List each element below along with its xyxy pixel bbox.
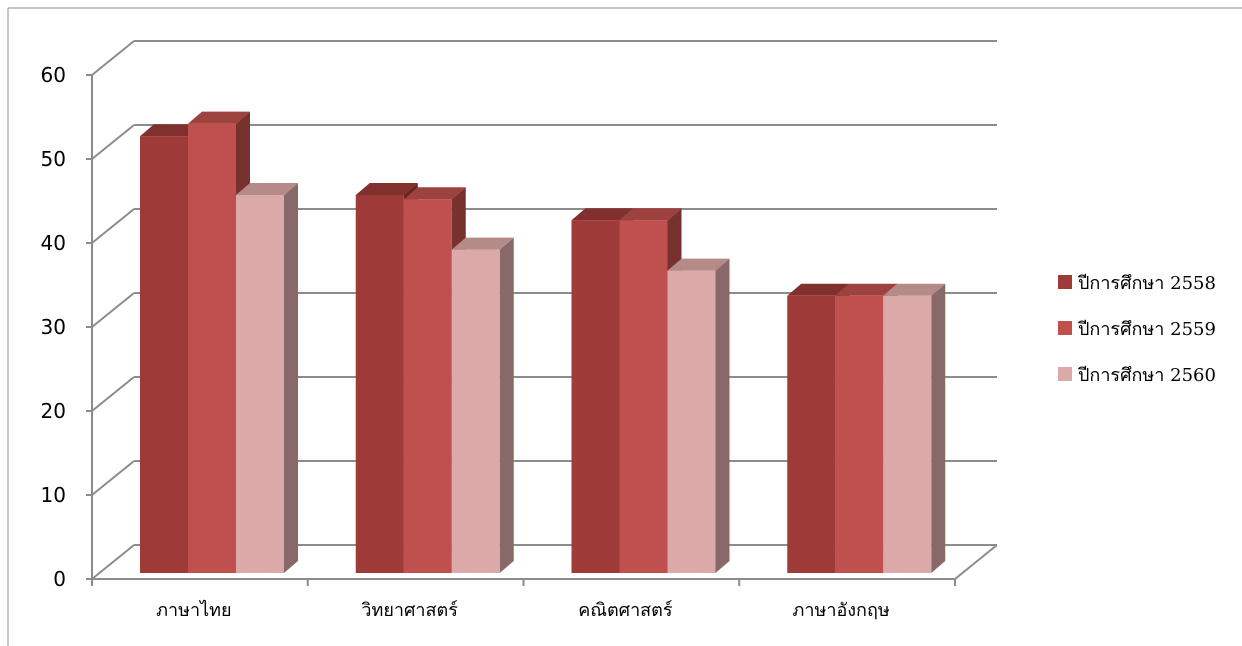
legend-swatch [1058, 321, 1072, 335]
legend-item: ปีการศึกษา 2559 [1058, 319, 1216, 340]
gridline-depth [91, 40, 135, 76]
bar-front [188, 123, 236, 573]
bar-side [284, 183, 298, 573]
bar-top [451, 237, 514, 250]
bar-top [355, 183, 418, 195]
gridline-depth [91, 124, 135, 160]
x-tick-label: วิทยาศาสตร์ [361, 600, 458, 621]
bar-4-series-3 [883, 283, 946, 573]
x-tick-label: คณิตศาสตร์ [578, 600, 673, 621]
bar-front [667, 270, 716, 573]
bar-top [883, 283, 946, 296]
y-tick-label: 10 [41, 483, 66, 507]
bar-top [787, 283, 850, 296]
bar-top [140, 124, 202, 137]
bar-front [140, 136, 188, 573]
bar-top [835, 283, 898, 296]
gridline-depth [91, 544, 135, 580]
gridline-depth [91, 376, 135, 412]
legend-label: ปีการศึกษา 2559 [1078, 319, 1216, 340]
bar-side [715, 258, 730, 573]
y-tick-label: 0 [53, 567, 66, 591]
gridline-depth [91, 208, 135, 244]
bar-front [619, 220, 668, 573]
bar-1-series-3 [236, 183, 298, 573]
bar-top [571, 208, 634, 221]
bar-top [667, 258, 730, 271]
y-tick-label: 50 [41, 147, 66, 171]
floor-right-edge [954, 544, 998, 580]
legend-swatch [1058, 275, 1072, 289]
bar-top [619, 208, 682, 221]
bar-top [236, 183, 298, 195]
legend-label: ปีการศึกษา 2560 [1078, 365, 1216, 386]
y-tick-label: 60 [41, 63, 66, 87]
bar-top [403, 187, 466, 200]
bar-front [451, 249, 500, 573]
bar-front [883, 295, 932, 573]
bar-front [571, 220, 620, 573]
y-tick-label: 20 [41, 399, 66, 423]
x-tick-label: ภาษาไทย [156, 599, 231, 621]
bar-front [403, 199, 452, 573]
legend-item: ปีการศึกษา 2558 [1058, 273, 1216, 294]
x-tick-label: ภาษาอังกฤษ [793, 600, 890, 621]
y-tick-label: 40 [41, 231, 66, 255]
bar-top [188, 111, 250, 124]
y-tick-label: 30 [41, 315, 66, 339]
bar-front [355, 195, 404, 573]
bar-2-series-3 [451, 237, 514, 573]
bar-front [236, 195, 284, 573]
legend-item: ปีการศึกษา 2560 [1058, 365, 1216, 386]
bar-side [931, 283, 946, 573]
bar-front [835, 295, 884, 573]
bar-3-series-3 [667, 258, 730, 573]
legend-label: ปีการศึกษา 2558 [1078, 273, 1216, 294]
gridline-depth [91, 292, 135, 328]
gridline-depth [91, 460, 135, 496]
bar-side [499, 237, 514, 573]
legend-swatch [1058, 367, 1072, 381]
bar-front [787, 295, 836, 573]
